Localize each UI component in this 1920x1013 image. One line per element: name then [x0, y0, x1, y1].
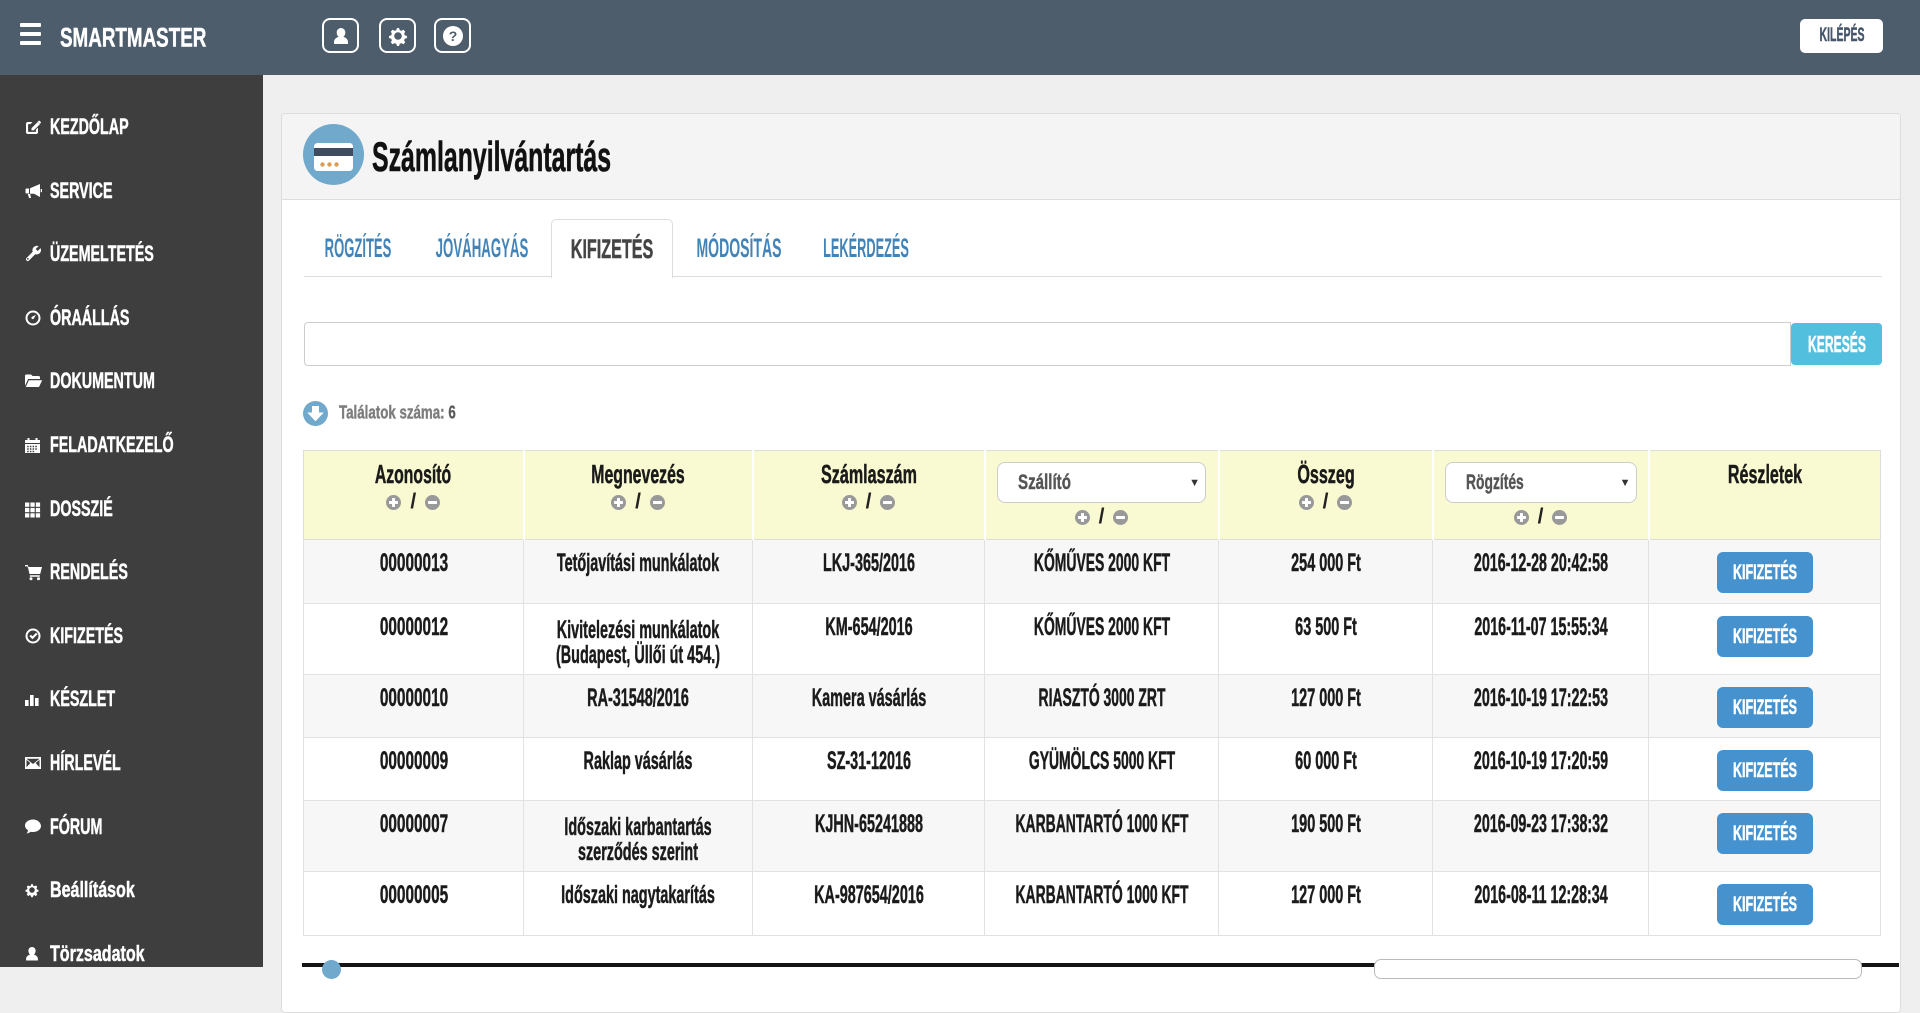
svg-text:?: ?	[448, 28, 457, 44]
